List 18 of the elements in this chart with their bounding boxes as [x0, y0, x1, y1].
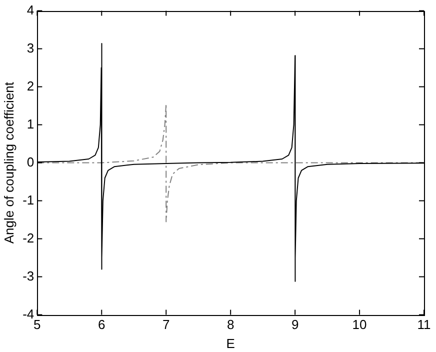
y-tick-label: -2: [22, 230, 34, 246]
x-axis-title: E: [226, 336, 236, 351]
y-tick-label: -3: [22, 268, 34, 284]
x-tick-label: 10: [352, 317, 367, 332]
x-tick-label: 5: [34, 317, 41, 332]
y-tick-label: -4: [22, 306, 34, 322]
x-tick-label: 7: [162, 317, 170, 332]
y-tick-label: 3: [26, 40, 34, 56]
x-tick-label: 6: [98, 317, 106, 332]
x-tick-label: 11: [417, 317, 431, 332]
y-axis-title: Angle of coupling coefficient: [1, 82, 16, 244]
x-tick-label: 8: [226, 317, 234, 332]
y-tick-label: 1: [26, 116, 34, 132]
y-tick-label: 2: [26, 78, 34, 94]
y-tick-label: -1: [22, 192, 34, 208]
x-tick-label: 9: [291, 317, 299, 332]
y-tick-label: 4: [26, 2, 34, 18]
y-tick-label: 0: [26, 154, 34, 170]
